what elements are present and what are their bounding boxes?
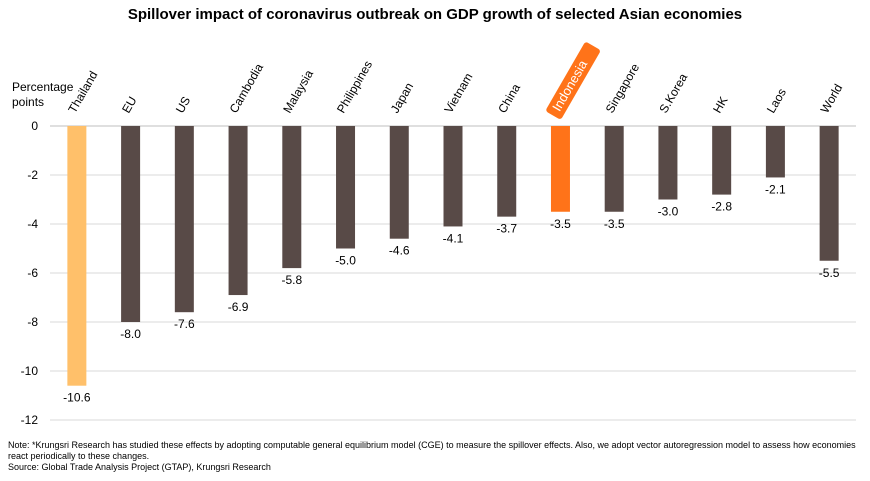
category-text: HK [710,94,730,115]
bar-malaysia [282,126,302,269]
category-label-thailand: Thailand [65,69,100,116]
category-text: Thailand [65,69,100,116]
bar-singapore [604,126,624,212]
category-text: Laos [764,86,789,116]
bar-vietnam [443,126,463,227]
category-label-vietnam: Vietnam [441,71,475,116]
value-label: -3.7 [496,222,517,236]
bar-philippines [336,126,356,249]
highlight-badge [546,42,600,119]
value-label: -2.8 [711,200,732,214]
category-text: China [495,81,523,115]
category-label-philippines: Philippines [334,58,375,115]
category-label-malaysia: Malaysia [280,67,316,115]
y-tick-label: -6 [27,266,38,280]
category-text: World [818,82,846,116]
category-label-us: US [173,94,193,115]
value-label: -8.0 [120,327,141,341]
bar-world [819,126,839,261]
bar-cambodia [228,126,248,296]
category-text: US [173,94,193,115]
y-tick-label: -4 [27,217,38,231]
bar-s-korea [658,126,678,200]
category-text: Philippines [334,58,375,115]
value-label: -3.0 [658,205,679,219]
value-label: -4.6 [389,244,410,258]
y-tick-label: -8 [27,315,38,329]
y-axis-label: Percentage points [12,80,74,109]
category-label-laos: Laos [764,86,789,116]
value-label: -3.5 [550,217,571,231]
chart-title: Spillover impact of coronavirus outbreak… [127,6,743,23]
value-label: -10.6 [63,391,91,405]
value-label: -5.8 [281,273,302,287]
category-label-hk: HK [710,94,730,115]
value-label: -5.5 [819,266,840,280]
category-text: EU [119,94,139,115]
y-tick-label: -10 [21,364,39,378]
category-labels: Thailand EU US Cambodia Malaysia Philippines J… [65,42,846,119]
bar-japan [389,126,409,239]
value-labels: -10.6 -8.0 -7.6 -6.9 -5.8 -5.0 -4.6 -4.1 -3.7 -3.… [63,182,840,404]
value-label: -3.5 [604,217,625,231]
category-label-japan: Japan [388,80,416,115]
category-text: Cambodia [227,61,267,116]
bar-hk [712,126,732,195]
value-label: -4.1 [443,231,464,245]
value-label: -5.0 [335,254,356,268]
footnote: Note: *Krungsri Research has studied the… [8,440,863,473]
footnote-source: Source: Global Trade Analysis Project (G… [8,462,271,472]
category-text: Malaysia [280,67,316,115]
category-text: Singapore [603,61,643,116]
category-label-cambodia: Cambodia [227,61,267,116]
value-label: -6.9 [228,300,249,314]
y-tick-label: -2 [27,168,38,182]
category-label-china: China [495,81,523,115]
category-label-world: World [818,82,846,116]
category-label-eu: EU [119,94,139,115]
category-text: Japan [388,80,416,115]
bar-us [174,126,194,313]
bar-china [497,126,517,217]
value-label: -7.6 [174,317,195,331]
bar-indonesia [550,126,570,212]
bar-eu [121,126,141,322]
category-text: S.Korea [656,71,690,116]
bar-chart: 0 -2 -4 -6 -8 -10 -12 -10.6 -8.0 -7.6 -6.9 -5.8 -5.… [21,42,856,427]
y-axis-ticks: 0 -2 -4 -6 -8 -10 -12 [21,119,39,427]
footnote-note: Note: *Krungsri Research has studied the… [8,440,856,461]
y-tick-label: 0 [31,119,38,133]
bars [67,126,839,386]
y-tick-label: -12 [21,413,39,427]
bar-thailand [67,126,87,386]
category-text: Vietnam [441,71,475,116]
value-label: -2.1 [765,182,786,196]
category-label-indonesia: Indonesia [546,42,600,119]
category-text: Indonesia [549,57,591,114]
category-label-singapore: Singapore [603,61,643,116]
bar-laos [765,126,785,178]
category-label-s-korea: S.Korea [656,71,690,116]
